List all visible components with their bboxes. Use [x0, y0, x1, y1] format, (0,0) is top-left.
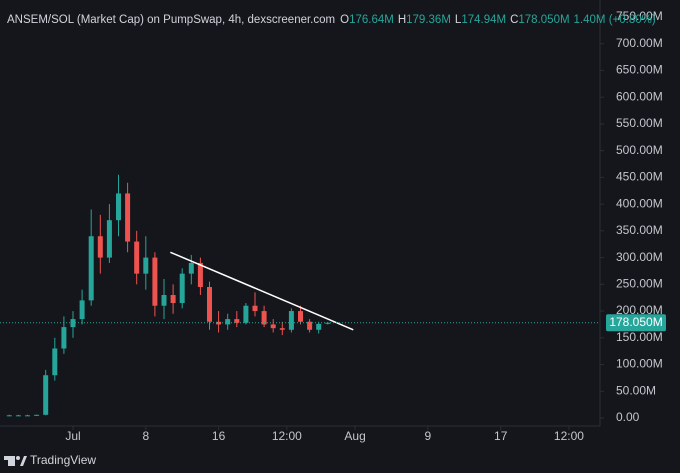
candle-body — [116, 193, 121, 221]
candle-body — [79, 300, 85, 320]
ohlc-key: H — [398, 14, 406, 26]
y-tick-label: 750.00M — [616, 9, 663, 23]
candle-body — [216, 321, 222, 325]
y-tick-label: 700.00M — [616, 36, 663, 50]
candle-body — [52, 348, 58, 376]
y-tick-label: 650.00M — [616, 63, 663, 77]
ohlc-value: 174.94M — [461, 14, 506, 26]
y-tick-label: 250.00M — [616, 277, 663, 291]
y-tick-label: 100.00M — [616, 357, 663, 371]
candle-body — [298, 311, 303, 322]
ohlc-key: C — [510, 14, 518, 26]
brand: TradingView — [30, 453, 96, 467]
candle-body — [25, 415, 30, 417]
change-value: 1.40M (+0.80%) — [574, 14, 656, 26]
candle-body — [307, 321, 313, 330]
candle-body — [179, 273, 185, 304]
y-tick-label: 500.00M — [616, 143, 663, 157]
candle-body — [288, 311, 294, 330]
candle-body — [279, 328, 285, 330]
last-price-label: 178.050M — [609, 315, 662, 329]
candle-body — [252, 305, 258, 312]
y-tick-label: 350.00M — [616, 223, 663, 237]
x-tick-label: 17 — [494, 429, 508, 443]
x-tick-label: 16 — [212, 429, 226, 443]
candle-body — [143, 257, 149, 274]
candle-body — [207, 287, 212, 322]
candle-body — [170, 295, 176, 304]
candle-body — [125, 193, 131, 242]
y-tick-label: 450.00M — [616, 170, 663, 184]
candle-body — [15, 415, 21, 417]
y-tick-label: 400.00M — [616, 196, 663, 210]
candle-body — [316, 323, 322, 330]
chart-header: ANSEM/SOL (Market Cap) on PumpSwap, 4h, … — [7, 14, 656, 26]
y-tick-label: 600.00M — [616, 89, 663, 103]
candle-body — [61, 327, 67, 349]
y-tick-label: 300.00M — [616, 250, 663, 264]
candle-body — [243, 305, 249, 323]
y-tick-label: 150.00M — [616, 330, 663, 344]
candle-body — [97, 236, 103, 258]
candle-body — [152, 257, 158, 306]
candle-body — [225, 319, 231, 325]
candle-body — [197, 262, 203, 288]
x-tick-label: Aug — [344, 429, 365, 443]
y-tick-label: 550.00M — [616, 116, 663, 130]
candle-body — [43, 375, 49, 415]
last-price-tag — [606, 314, 666, 332]
brand-logo — [4, 456, 27, 466]
y-tick-label: 0.00 — [616, 410, 640, 424]
candle-body — [261, 311, 267, 325]
ohlc-value: 178.050M — [518, 14, 569, 26]
x-tick-label: 9 — [425, 429, 432, 443]
candle-body — [6, 415, 12, 417]
x-tick-label: Jul — [65, 429, 80, 443]
ohlc-value: 176.64M — [349, 14, 394, 26]
candle-body — [88, 236, 94, 301]
ohlc-value: 179.36M — [406, 14, 451, 26]
candle-body — [161, 295, 167, 306]
ohlc-key: O — [340, 14, 349, 26]
candle-body — [134, 241, 140, 274]
candle-body — [270, 324, 276, 329]
candle-body — [188, 262, 194, 274]
x-tick-label: 12:00 — [272, 429, 302, 443]
x-tick-label: 8 — [142, 429, 149, 443]
candle-body — [234, 319, 240, 323]
x-tick-label: 12:00 — [554, 429, 584, 443]
candle-body — [106, 220, 112, 258]
trendline — [170, 251, 354, 331]
chart-title: ANSEM/SOL (Market Cap) on PumpSwap, 4h, … — [7, 14, 335, 26]
ohlc-key: L — [455, 14, 462, 26]
candle-body — [34, 414, 40, 416]
y-tick-label: 50.00M — [616, 383, 656, 397]
y-tick-label: 200.00M — [616, 303, 663, 317]
